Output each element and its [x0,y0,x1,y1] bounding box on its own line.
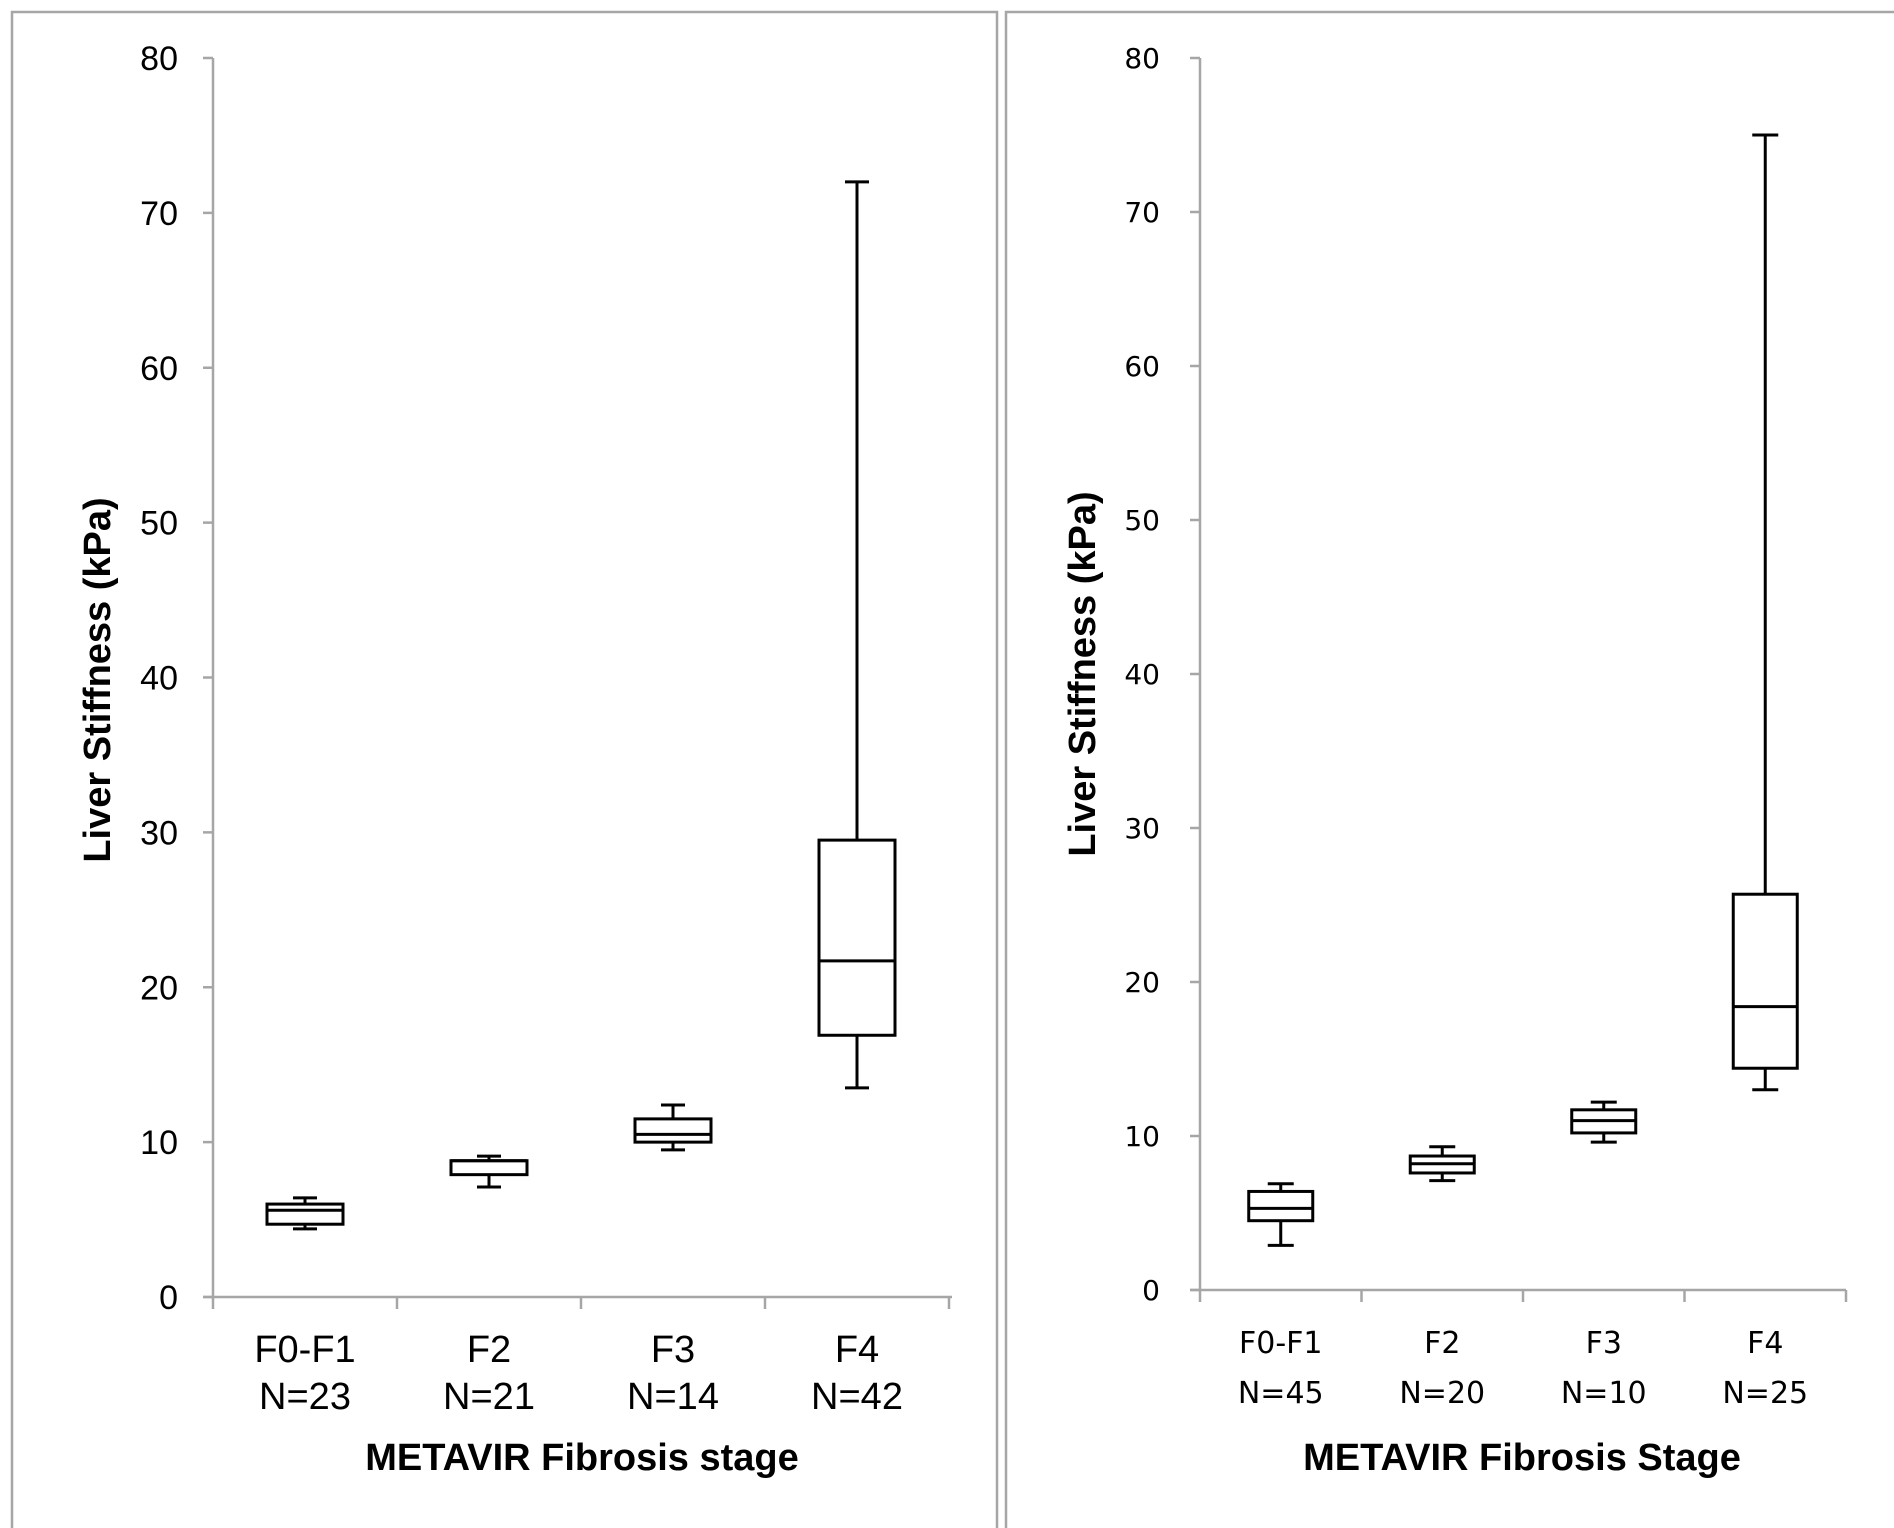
iqr-box [265,1202,345,1226]
sample-size-label: N=20 [1399,1376,1485,1411]
y-tick-label: 10 [140,1124,178,1162]
box-plot-f0-f1 [265,1196,345,1231]
box-plot-f3 [1570,1100,1638,1144]
iqr-box [633,1117,713,1144]
y-tick-label: 80 [1124,42,1160,75]
chart-panel-left: 0 10 20 30 40 50 60 70 80 F0-F1 N=23 F2 N=21 F3 N=14 F4… [10,10,999,1528]
y-axis-title: Liver Stiffness (kPa) [1062,491,1104,856]
y-tick-label: 20 [140,969,178,1007]
category-label: F2 [467,1329,511,1371]
sample-size-label: N=25 [1722,1376,1808,1411]
sample-size-label: N=23 [259,1376,351,1418]
y-tick-label: 30 [140,814,178,852]
category-label: F0-F1 [1239,1326,1323,1361]
panel-border [1004,10,1894,1528]
y-tick-label: 0 [1142,1274,1160,1307]
y-tick-label: 80 [140,40,178,78]
iqr-box [1247,1189,1315,1223]
y-tick-label: 60 [140,350,178,388]
box-plot-f2 [1408,1145,1476,1183]
y-tick-label: 40 [1124,658,1160,691]
category-label: F0-F1 [254,1329,355,1371]
sample-size-label: N=21 [443,1376,535,1418]
box-plot-f4 [1731,133,1799,1092]
category-label: F4 [835,1329,879,1371]
iqr-box [817,838,897,1037]
y-tick-label: 70 [140,195,178,233]
box-plot-f0-f1 [1247,1182,1315,1247]
y-tick-label: 20 [1124,966,1160,999]
sample-size-label: N=14 [627,1376,719,1418]
y-tick-label: 0 [159,1279,178,1317]
x-axis-title: METAVIR Fibrosis Stage [1303,1437,1741,1479]
y-tick-label: 70 [1124,196,1160,229]
panel-border [10,10,999,1528]
category-label: F2 [1424,1326,1460,1361]
y-tick-label: 30 [1124,812,1160,845]
sample-size-label: N=10 [1561,1376,1647,1411]
y-tick-label: 10 [1124,1120,1160,1153]
y-axis-title: Liver Stiffness (kPa) [77,497,119,862]
category-label: F3 [651,1329,695,1371]
iqr-box [449,1159,529,1177]
y-tick-label: 50 [1124,504,1160,537]
category-label: F3 [1586,1326,1622,1361]
y-tick-label: 60 [1124,350,1160,383]
chart-panel-right: 0 10 20 30 40 50 60 70 80 F0-F1 N=45 F2 N=20 F3 N=10 F4… [1004,10,1894,1528]
box-plot-f3 [633,1103,713,1152]
sample-size-label: N=42 [811,1376,903,1418]
y-tick-label: 50 [140,505,178,543]
sample-size-label: N=45 [1238,1376,1324,1411]
box-plot-f4 [817,180,897,1090]
box-plot-f2 [449,1154,529,1189]
x-axis-title: METAVIR Fibrosis stage [365,1437,799,1479]
category-label: F4 [1747,1326,1783,1361]
iqr-box [1731,892,1799,1070]
y-tick-label: 40 [140,660,178,698]
